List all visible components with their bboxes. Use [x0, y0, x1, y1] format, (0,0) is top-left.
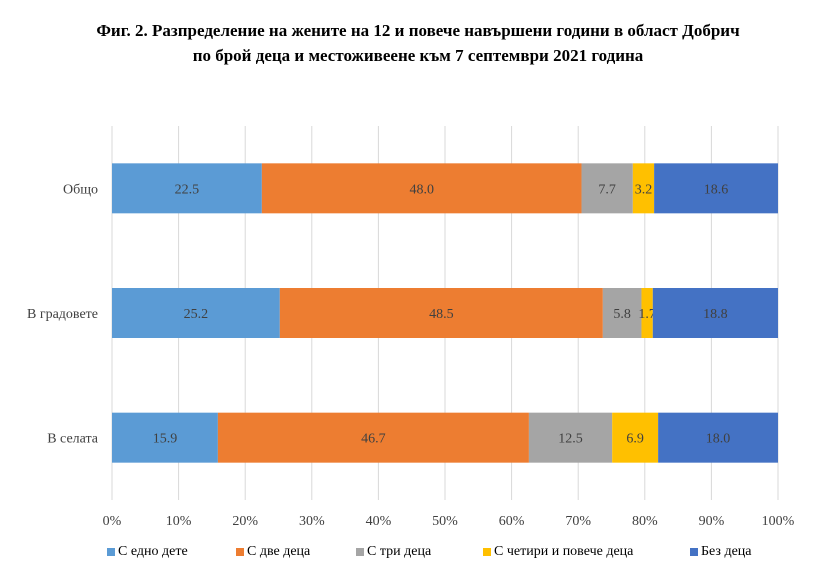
bar-segment	[528, 412, 613, 463]
category-label: Общо	[63, 182, 98, 197]
data-label: 48.0	[409, 182, 434, 197]
legend-label: С четири и повече деца	[494, 544, 634, 559]
data-label: 3.2	[635, 182, 653, 197]
chart-title: Фиг. 2. Разпределение на жените на 12 и …	[0, 18, 836, 68]
data-label: 7.7	[598, 182, 616, 197]
legend-label: С едно дете	[118, 544, 188, 559]
x-tick-label: 100%	[762, 514, 795, 529]
data-label: 25.2	[184, 307, 209, 322]
legend: С едно дете С две деца С три деца С четири …	[0, 540, 836, 566]
category-label: В градовете	[27, 307, 98, 322]
data-label: 5.8	[613, 307, 631, 322]
x-tick-label: 80%	[632, 514, 658, 529]
data-label: 18.8	[703, 307, 728, 322]
data-label: 22.5	[175, 182, 200, 197]
bar-segment	[602, 288, 642, 338]
bar-segment	[112, 412, 218, 463]
legend-swatch	[236, 548, 244, 556]
x-tick-label: 20%	[232, 514, 258, 529]
bar-segment	[581, 163, 633, 214]
bar-segment	[217, 412, 529, 463]
legend-swatch	[356, 548, 364, 556]
legend-label: С две деца	[247, 544, 311, 559]
x-tick-label: 50%	[432, 514, 458, 529]
chart-title-line-2: по брой деца и местоживеене към 7 септем…	[192, 46, 644, 65]
x-axis-ticks: 0% 10% 20% 30% 40% 50% 60% 70% 80% 90% 100%	[103, 514, 795, 529]
data-label: 18.0	[706, 432, 731, 447]
legend-item: С три деца	[356, 544, 431, 560]
bar-segment	[641, 288, 653, 338]
data-label: 18.6	[704, 182, 729, 197]
x-tick-label: 40%	[366, 514, 392, 529]
data-label: 6.9	[626, 432, 644, 447]
bar-segment	[112, 163, 262, 214]
legend-swatch	[690, 548, 698, 556]
legend-label: Без деца	[701, 544, 752, 559]
data-label: 48.5	[429, 307, 454, 322]
x-tick-label: 60%	[499, 514, 525, 529]
x-tick-label: 0%	[103, 514, 122, 529]
bar-segment	[654, 163, 778, 214]
bars: 22.5 48.0 7.7 3.2 18.6 25.2 48.5 5.8 1.7 18.8 15.9…	[112, 163, 778, 463]
bar-segment	[279, 288, 603, 338]
bar-segment	[658, 412, 778, 463]
legend-item: С две деца	[236, 544, 310, 560]
bar-segment	[112, 288, 280, 338]
category-labels: Общо В градовете В селата	[27, 182, 99, 446]
data-label: 1.7	[638, 307, 656, 322]
category-label: В селата	[47, 432, 99, 447]
bar-segment	[632, 163, 655, 214]
x-tick-label: 90%	[699, 514, 725, 529]
data-label: 12.5	[558, 432, 583, 447]
x-tick-label: 30%	[299, 514, 325, 529]
x-tick-label: 70%	[565, 514, 591, 529]
legend-item: С едно дете	[107, 544, 188, 560]
bar-segment	[652, 288, 778, 338]
legend-item: Без деца	[690, 544, 752, 560]
legend-swatch	[483, 548, 491, 556]
legend-item: С четири и повече деца	[483, 544, 633, 560]
data-label: 46.7	[361, 432, 386, 447]
data-label: 15.9	[153, 432, 178, 447]
bar-segment	[612, 412, 659, 463]
bar-segment	[261, 163, 582, 214]
legend-label: С три деца	[367, 544, 432, 559]
x-tick-label: 10%	[166, 514, 192, 529]
legend-swatch	[107, 548, 115, 556]
chart-title-line-1: Фиг. 2. Разпределение на жените на 12 и …	[96, 21, 740, 40]
